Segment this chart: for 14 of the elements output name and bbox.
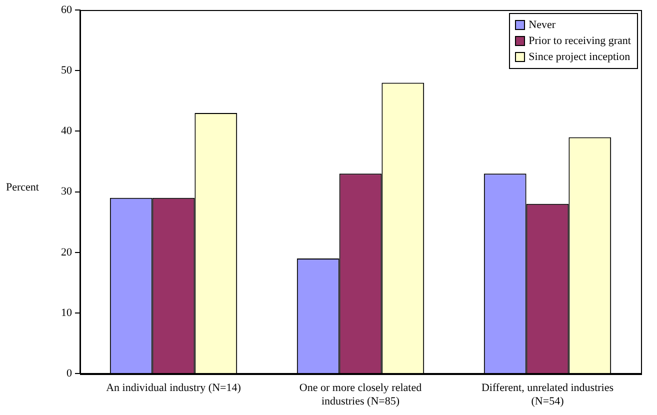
legend-label: Never <box>528 18 556 33</box>
x-tick-label: One or more closely related industries (N=85) <box>299 382 422 408</box>
legend-label: Prior to receiving grant <box>528 34 631 49</box>
y-tick-label: 40 <box>61 125 72 138</box>
y-tick-label: 60 <box>61 4 72 16</box>
x-tick-label: An individual industry (N=14) <box>106 382 242 394</box>
x-tick-label: Different, unrelated industries (N=54) <box>481 382 614 408</box>
y-tick-label: 20 <box>61 246 72 258</box>
y-tick-label: 10 <box>61 306 72 319</box>
y-axis-title: Percent <box>6 182 39 194</box>
y-tick-label: 0 <box>66 367 72 380</box>
legend-label: Since project inception <box>528 50 630 65</box>
y-tick-label: 50 <box>61 64 72 76</box>
y-tick-label: 30 <box>61 186 72 198</box>
